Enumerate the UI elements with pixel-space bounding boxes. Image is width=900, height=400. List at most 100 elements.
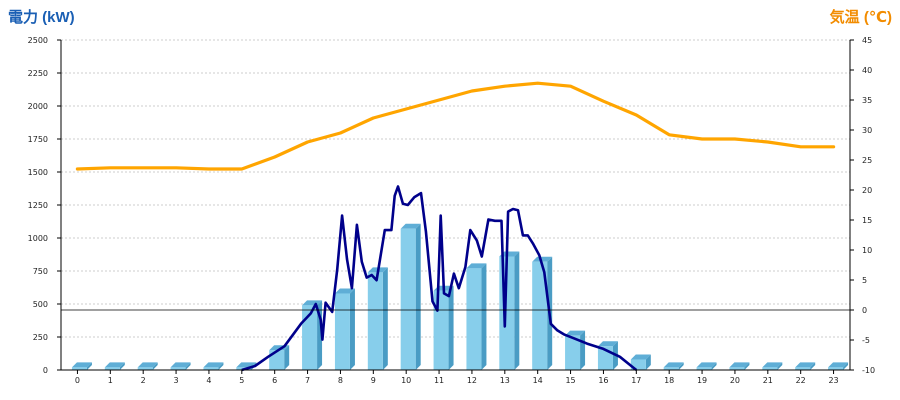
bar-front xyxy=(663,367,679,370)
left-tick-label: 250 xyxy=(33,333,48,342)
left-tick-label: 1500 xyxy=(28,168,48,177)
bar-side xyxy=(448,285,454,370)
bar-side xyxy=(119,362,125,370)
bar xyxy=(104,362,125,370)
right-tick-label: 5 xyxy=(862,276,867,285)
bar-front xyxy=(334,293,350,370)
bar xyxy=(729,362,750,370)
bar-front xyxy=(532,261,548,370)
bar-top xyxy=(565,330,586,336)
tick-labels: 02505007501000125015001750200022502500-1… xyxy=(28,36,875,385)
x-tick-label: 20 xyxy=(730,376,740,385)
bar-front xyxy=(696,367,712,370)
bar xyxy=(696,362,717,370)
right-tick-label: 10 xyxy=(862,246,872,255)
x-tick-label: 8 xyxy=(338,376,343,385)
bar-side xyxy=(382,267,388,370)
x-tick-label: 19 xyxy=(697,376,707,385)
bar-top xyxy=(762,362,783,368)
bar xyxy=(466,263,487,370)
left-tick-label: 2500 xyxy=(28,36,48,45)
left-tick-label: 1000 xyxy=(28,234,48,243)
left-axis-title: 電力 (kW) xyxy=(8,8,75,26)
gridlines xyxy=(61,39,850,338)
bar-side xyxy=(481,263,487,370)
bar-side xyxy=(744,362,750,370)
bar xyxy=(663,362,684,370)
bar-top xyxy=(203,362,224,368)
bar-top xyxy=(137,362,158,368)
left-tick-label: 2250 xyxy=(28,69,48,78)
left-tick-label: 1750 xyxy=(28,135,48,144)
axes xyxy=(57,39,854,374)
x-tick-label: 16 xyxy=(598,376,608,385)
bar-front xyxy=(729,367,745,370)
bar-top xyxy=(597,341,618,347)
x-tick-label: 7 xyxy=(305,376,310,385)
bar xyxy=(137,362,158,370)
right-tick-label: 25 xyxy=(862,156,872,165)
bar xyxy=(203,362,224,370)
right-tick-label: 35 xyxy=(862,96,872,105)
x-tick-label: 15 xyxy=(565,376,575,385)
right-tick-label: 15 xyxy=(862,216,872,225)
bar-top xyxy=(170,362,191,368)
x-tick-label: 3 xyxy=(174,376,179,385)
bar xyxy=(71,362,92,370)
bar-front xyxy=(630,359,646,370)
bar-top xyxy=(104,362,125,368)
bar-side xyxy=(218,362,224,370)
bar-side xyxy=(777,362,783,370)
bar-side xyxy=(810,362,816,370)
bar-front xyxy=(466,268,482,370)
bar-top xyxy=(71,362,92,368)
bar-top xyxy=(400,223,421,229)
bar-side xyxy=(349,288,355,370)
x-tick-label: 4 xyxy=(206,376,211,385)
left-tick-label: 0 xyxy=(43,366,48,375)
bar-side xyxy=(711,362,717,370)
bar-front xyxy=(367,272,383,370)
bar-front xyxy=(795,367,811,370)
bar-top xyxy=(466,263,487,269)
bar-side xyxy=(152,362,158,370)
right-tick-label: 45 xyxy=(862,36,872,45)
right-tick-label: -10 xyxy=(862,366,875,375)
left-tick-label: 2000 xyxy=(28,102,48,111)
bar-front xyxy=(828,367,844,370)
bar-side xyxy=(185,362,191,370)
right-axis-title: 気温 (℃) xyxy=(830,8,892,26)
bar-side xyxy=(678,362,684,370)
bar-side xyxy=(415,223,421,370)
bar-top xyxy=(532,256,553,262)
bar-side xyxy=(514,251,520,370)
temperature-line xyxy=(75,81,836,171)
bar-top xyxy=(795,362,816,368)
bar xyxy=(334,288,355,370)
left-tick-label: 1250 xyxy=(28,201,48,210)
x-tick-label: 9 xyxy=(371,376,376,385)
x-tick-label: 18 xyxy=(664,376,674,385)
x-tick-label: 5 xyxy=(239,376,244,385)
x-tick-label: 6 xyxy=(272,376,277,385)
bar-top xyxy=(828,362,849,368)
bar-front xyxy=(104,367,120,370)
x-tick-label: 23 xyxy=(828,376,838,385)
temperature-series xyxy=(75,81,836,171)
x-tick-label: 12 xyxy=(467,376,477,385)
bar-front xyxy=(203,367,219,370)
bar-front xyxy=(170,367,186,370)
bar-side xyxy=(843,362,849,370)
bar-front xyxy=(565,335,581,370)
bar-top xyxy=(696,362,717,368)
bar-top xyxy=(729,362,750,368)
bar-top xyxy=(630,354,651,360)
bar xyxy=(795,362,816,370)
right-tick-label: 0 xyxy=(862,306,867,315)
x-tick-label: 14 xyxy=(533,376,543,385)
bar-side xyxy=(645,354,651,370)
x-tick-label: 2 xyxy=(141,376,146,385)
bar-side xyxy=(580,330,586,370)
x-tick-label: 10 xyxy=(401,376,411,385)
